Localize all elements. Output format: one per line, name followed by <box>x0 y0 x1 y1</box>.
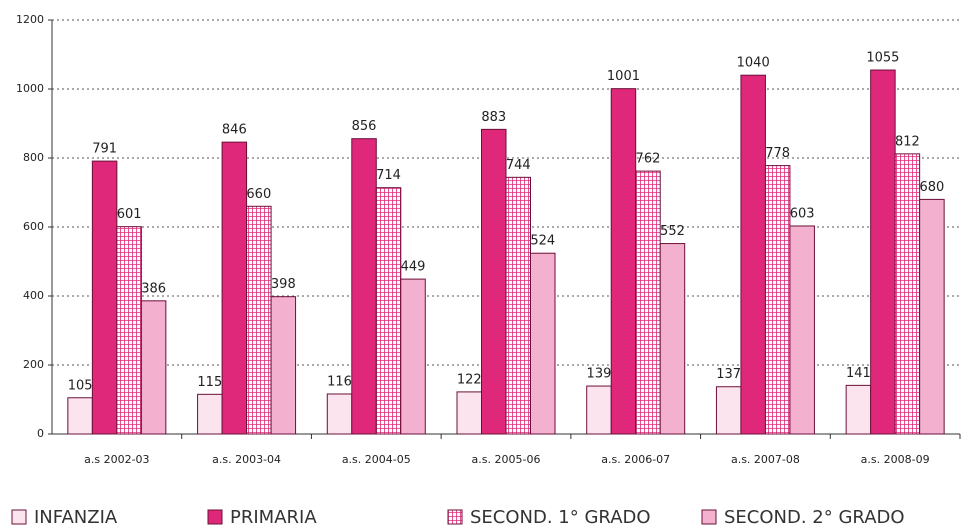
bar <box>140 300 167 435</box>
value-label: 680 <box>919 180 944 195</box>
value-label: 744 <box>506 158 531 173</box>
legend-swatch <box>447 509 463 525</box>
bar <box>919 198 945 435</box>
bar <box>67 397 93 435</box>
y-tick-label: 400 <box>23 289 44 302</box>
y-tick-label: 200 <box>23 358 44 371</box>
x-tick-label: a.s. 2003-04 <box>212 453 281 466</box>
value-label: 105 <box>68 378 93 393</box>
y-tick-label: 800 <box>23 151 44 164</box>
x-tick-label: a.s. 2008-09 <box>861 453 930 466</box>
value-label: 122 <box>457 372 482 387</box>
bar <box>845 384 872 435</box>
bar <box>351 138 377 435</box>
legend-swatch <box>11 509 27 525</box>
x-tick-label: a.s. 2005-06 <box>472 453 541 466</box>
value-label: 449 <box>401 260 426 275</box>
value-label: 398 <box>271 277 296 292</box>
bar <box>221 141 248 435</box>
y-tick-label: 1200 <box>16 13 44 26</box>
y-tick-label: 0 <box>37 427 44 440</box>
x-tick-label: a.s. 2007-08 <box>731 453 800 466</box>
value-label: 1040 <box>737 56 770 71</box>
value-label: 386 <box>141 281 166 296</box>
legend-swatch <box>701 509 717 525</box>
x-tick-label: a.s. 2006-07 <box>601 453 670 466</box>
value-label: 1055 <box>866 51 899 66</box>
value-label: 115 <box>197 375 222 390</box>
x-tick-label: a.s 2002-03 <box>84 453 149 466</box>
value-label: 137 <box>716 367 741 382</box>
x-tick-label: a.s. 2004-05 <box>342 453 411 466</box>
legend-swatch <box>207 509 223 525</box>
bar <box>400 278 426 435</box>
value-label: 883 <box>481 110 506 125</box>
bar <box>481 128 507 435</box>
value-label: 856 <box>352 119 377 134</box>
legend-label: INFANZIA <box>34 507 118 528</box>
bar <box>505 176 531 435</box>
y-tick-label: 600 <box>23 220 44 233</box>
legend-label: SECOND. 2° GRADO <box>724 507 905 528</box>
bar <box>789 225 815 435</box>
value-label: 714 <box>376 168 401 183</box>
bar <box>870 69 896 435</box>
bar <box>91 160 118 435</box>
bar <box>764 165 791 435</box>
bar <box>894 153 921 435</box>
bar <box>530 252 556 435</box>
bar <box>197 393 223 435</box>
bar <box>456 391 482 435</box>
bar <box>116 226 142 435</box>
value-label: 762 <box>636 152 661 167</box>
bar <box>246 205 272 435</box>
value-label: 603 <box>790 206 815 221</box>
value-label: 778 <box>765 146 790 161</box>
value-label: 791 <box>92 142 117 157</box>
y-tick-label: 1000 <box>16 82 44 95</box>
value-label: 846 <box>222 123 247 138</box>
bar <box>635 170 661 435</box>
bar <box>715 386 742 435</box>
value-label: 812 <box>895 134 920 149</box>
legend-label: PRIMARIA <box>230 507 317 528</box>
value-label: 601 <box>117 207 142 222</box>
legend-label: SECOND. 1° GRADO <box>470 507 651 528</box>
value-label: 141 <box>846 366 871 381</box>
bar <box>740 74 766 435</box>
bar <box>326 393 353 435</box>
value-label: 1001 <box>607 69 640 84</box>
value-label: 552 <box>660 224 685 239</box>
bar <box>586 385 612 435</box>
value-label: 524 <box>530 234 555 249</box>
value-label: 116 <box>327 374 352 389</box>
bar <box>270 296 297 435</box>
bar <box>659 243 686 435</box>
value-label: 660 <box>246 187 271 202</box>
bar <box>610 88 637 435</box>
value-label: 139 <box>587 367 612 382</box>
bar <box>375 187 402 435</box>
